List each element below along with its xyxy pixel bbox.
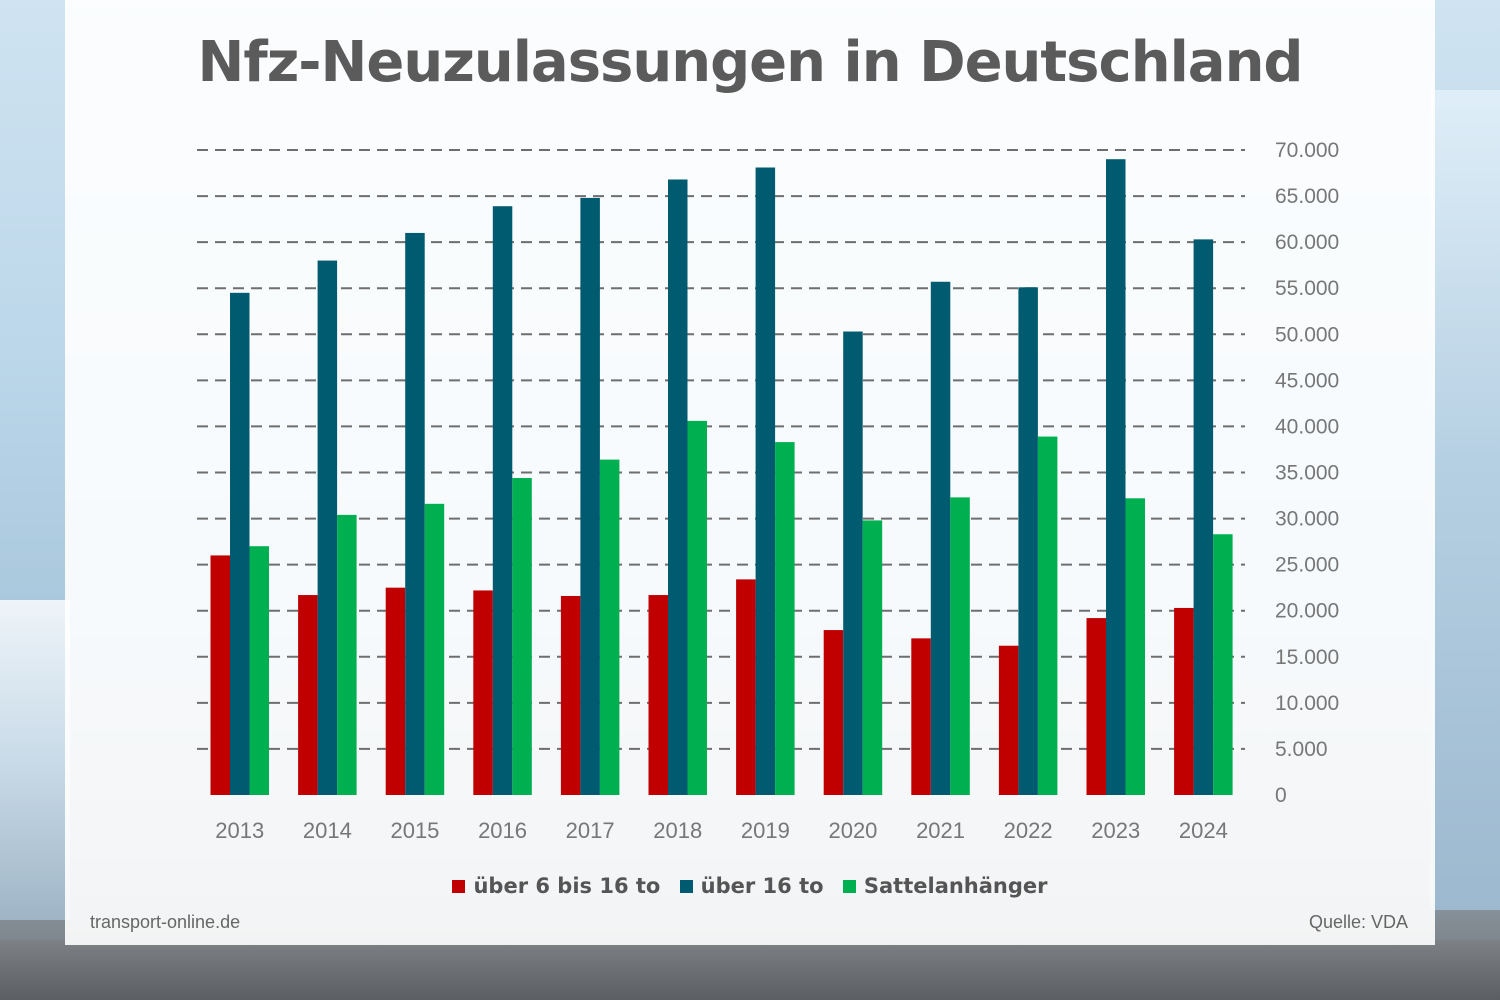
x-tick-label-2024: 2024 <box>1179 818 1228 843</box>
y-tick-label: 70.000 <box>1275 139 1339 162</box>
bar-2021-series-1 <box>930 281 951 795</box>
bars <box>210 159 1233 796</box>
x-tick-label-2021: 2021 <box>916 818 965 843</box>
legend-label: über 6 bis 16 to <box>473 874 661 898</box>
y-tick-label: 45.000 <box>1275 369 1339 392</box>
bar-2023-series-0 <box>1086 618 1106 795</box>
bar-2022-series-1 <box>1018 287 1038 795</box>
legend-label: über 16 to <box>700 874 824 898</box>
y-tick-label: 60.000 <box>1275 231 1339 254</box>
bar-2018-series-1 <box>668 179 688 795</box>
legend: über 6 bis 16 to über 16 to Sattelanhäng… <box>0 874 1500 898</box>
bar-2016-series-1 <box>492 206 513 795</box>
legend-swatch-red <box>452 880 466 893</box>
x-tick-label-2015: 2015 <box>390 818 439 843</box>
gridlines <box>197 149 1245 750</box>
bar-2014-series-0 <box>298 595 318 795</box>
y-axis-ticks: 0 5.000 10.000 15.000 20.000 25.000 30.000 35.0… <box>1275 139 1339 807</box>
y-tick-label: 50.000 <box>1275 323 1339 346</box>
bar-2019-series-0 <box>736 579 756 795</box>
bar-2017-series-2 <box>599 459 620 795</box>
bar-2023-series-1 <box>1106 159 1126 795</box>
bar-2015-series-1 <box>405 232 425 795</box>
background-road <box>0 940 1500 1000</box>
data-source: Quelle: VDA <box>1308 912 1408 932</box>
background-mountain-left <box>0 600 70 920</box>
x-tick-label-2014: 2014 <box>303 818 352 843</box>
bar-2020-series-1 <box>843 331 863 795</box>
legend-item-light-trucks: über 6 bis 16 to <box>452 874 660 898</box>
y-tick-label: 35.000 <box>1275 462 1339 485</box>
bar-2013-series-2 <box>249 546 269 795</box>
bar-2023-series-2 <box>1125 498 1145 795</box>
x-tick-label-2020: 2020 <box>828 818 877 843</box>
bar-2020-series-0 <box>823 630 844 795</box>
bar-2018-series-2 <box>687 420 707 795</box>
x-tick-label-2022: 2022 <box>1004 818 1053 843</box>
y-tick-label: 30.000 <box>1275 508 1339 531</box>
bar-2016-series-0 <box>473 590 493 795</box>
x-tick-label-2016: 2016 <box>478 818 527 843</box>
bar-2018-series-0 <box>648 595 668 795</box>
bar-2021-series-2 <box>950 497 970 795</box>
bar-2022-series-2 <box>1037 436 1058 795</box>
y-tick-label: 10.000 <box>1275 692 1339 715</box>
y-tick-label: 25.000 <box>1275 554 1339 577</box>
bar-2020-series-2 <box>862 520 883 795</box>
bar-2024-series-0 <box>1174 607 1194 795</box>
legend-swatch-green <box>842 880 856 893</box>
bar-2017-series-0 <box>560 595 581 795</box>
y-tick-label: 20.000 <box>1275 600 1339 623</box>
x-tick-label-2018: 2018 <box>653 818 702 843</box>
bar-2015-series-0 <box>385 587 406 795</box>
y-tick-label: 40.000 <box>1275 415 1339 438</box>
legend-label: Sattelanhänger <box>863 874 1048 898</box>
x-tick-label-2019: 2019 <box>741 818 790 843</box>
y-tick-label: 0 <box>1275 784 1287 807</box>
legend-swatch-blue <box>679 880 693 893</box>
bar-2013-series-0 <box>210 555 230 795</box>
bar-2024-series-1 <box>1193 239 1214 796</box>
source-credit: transport-online.de <box>90 912 241 932</box>
x-tick-label-2013: 2013 <box>215 818 264 843</box>
legend-item-heavy-trucks: über 16 to <box>679 874 824 898</box>
x-tick-label-2023: 2023 <box>1091 818 1140 843</box>
bar-2019-series-2 <box>775 442 795 795</box>
y-tick-label: 15.000 <box>1275 646 1339 669</box>
y-tick-label: 65.000 <box>1275 185 1339 208</box>
bar-2019-series-1 <box>755 167 776 795</box>
bar-2022-series-0 <box>998 645 1019 795</box>
legend-item-semitrailers: Sattelanhänger <box>842 874 1048 898</box>
bar-2015-series-2 <box>424 503 445 795</box>
x-tick-label-2017: 2017 <box>566 818 615 843</box>
chart-title: Nfz-Neuzulassungen in Deutschland <box>197 30 1303 95</box>
bar-2024-series-2 <box>1213 534 1233 795</box>
bar-2017-series-1 <box>580 197 600 795</box>
y-tick-label: 55.000 <box>1275 277 1339 300</box>
y-tick-label: 5.000 <box>1275 738 1328 761</box>
x-axis-ticks: 2013 2014 2015 2016 2017 2018 2019 2020 2021 2022… <box>215 818 1228 843</box>
bar-2014-series-1 <box>317 260 338 796</box>
bar-2014-series-2 <box>337 514 357 795</box>
bar-2013-series-1 <box>230 292 250 795</box>
background-mountain-right <box>1430 90 1500 910</box>
bar-2016-series-2 <box>512 478 532 795</box>
bar-2021-series-0 <box>911 638 931 795</box>
